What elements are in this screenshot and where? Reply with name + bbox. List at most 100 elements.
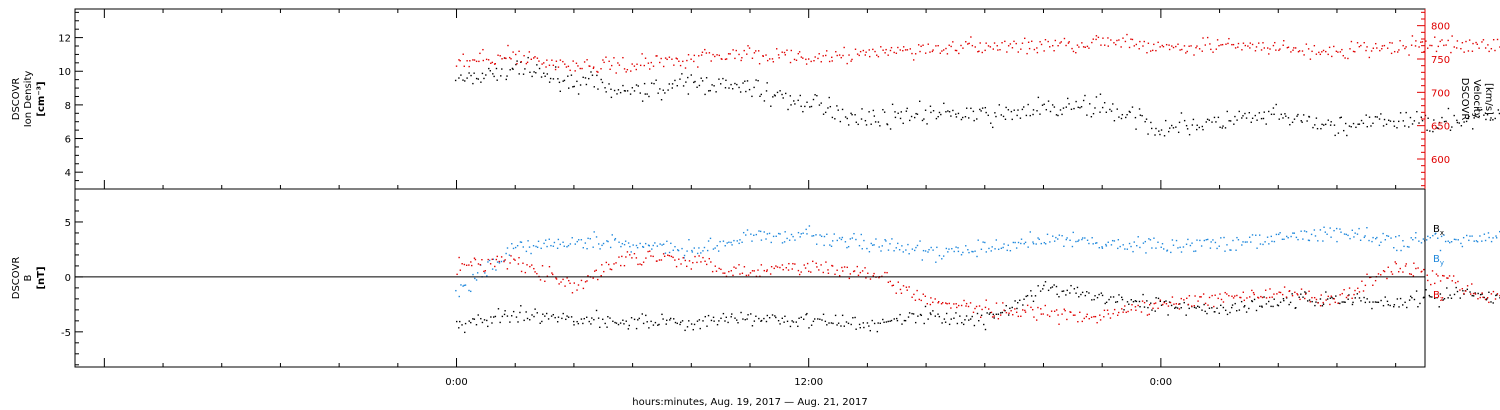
data-point — [1329, 303, 1331, 306]
data-point — [1222, 301, 1225, 303]
data-point — [873, 115, 876, 117]
data-point — [629, 93, 632, 95]
data-point — [1217, 116, 1220, 119]
data-point — [593, 86, 595, 88]
data-point — [1188, 45, 1190, 47]
data-point — [1244, 305, 1246, 307]
data-point — [978, 305, 981, 307]
data-point — [1200, 296, 1202, 298]
data-point — [1221, 43, 1224, 46]
data-point — [837, 109, 839, 111]
data-point — [1191, 305, 1193, 307]
data-point — [1251, 117, 1254, 119]
data-point — [1477, 298, 1479, 300]
data-point — [825, 54, 827, 57]
data-point — [1459, 289, 1461, 291]
data-point — [835, 51, 837, 53]
data-point — [598, 243, 600, 245]
data-point — [827, 272, 830, 274]
data-point — [897, 46, 899, 49]
data-point — [1439, 249, 1442, 252]
data-point — [687, 54, 690, 56]
data-point — [1466, 285, 1469, 287]
data-point — [533, 71, 535, 73]
data-point — [591, 74, 594, 76]
data-point — [1185, 52, 1187, 54]
data-point — [458, 256, 460, 259]
data-point — [1314, 235, 1317, 237]
data-point — [1462, 236, 1465, 239]
data-point — [1211, 121, 1213, 123]
data-point — [785, 92, 787, 95]
data-point — [1124, 305, 1126, 307]
data-point — [838, 237, 841, 239]
data-point — [679, 323, 681, 326]
data-point — [608, 60, 610, 63]
data-point — [733, 266, 735, 268]
data-point — [1168, 301, 1171, 303]
data-point — [941, 258, 943, 260]
data-point — [627, 328, 630, 330]
data-point — [1059, 42, 1061, 44]
data-point — [1274, 41, 1276, 44]
data-point — [753, 86, 755, 89]
data-point — [800, 271, 802, 273]
data-point — [930, 313, 932, 316]
data-point — [1084, 46, 1086, 48]
data-point — [1086, 239, 1089, 241]
data-point — [630, 251, 632, 253]
series-velocity-points — [455, 33, 1500, 74]
data-point — [964, 116, 967, 118]
data-point — [1456, 290, 1459, 293]
data-point — [916, 289, 918, 292]
data-point — [1200, 245, 1203, 247]
data-point — [1270, 113, 1273, 116]
data-point — [929, 303, 932, 306]
data-point — [992, 48, 994, 50]
data-point — [508, 56, 511, 59]
data-point — [861, 108, 863, 110]
data-point — [1188, 133, 1191, 136]
data-point — [1265, 123, 1267, 125]
data-point — [1476, 43, 1478, 45]
data-point — [592, 246, 594, 248]
data-point — [1081, 291, 1084, 294]
data-point — [725, 79, 727, 82]
data-point — [834, 273, 836, 276]
data-point — [844, 241, 847, 243]
data-point — [1128, 303, 1130, 305]
data-point — [1075, 100, 1077, 103]
data-point — [1368, 239, 1370, 242]
data-point — [1057, 45, 1059, 47]
data-point — [990, 250, 992, 252]
data-point — [1110, 39, 1112, 41]
data-point — [1356, 293, 1359, 295]
data-point — [904, 49, 907, 51]
data-point — [1285, 297, 1288, 299]
data-point — [699, 327, 701, 330]
data-point — [970, 107, 972, 110]
data-point — [1423, 50, 1425, 53]
data-point — [611, 64, 613, 67]
data-point — [1193, 306, 1196, 309]
data-point — [1375, 42, 1377, 45]
data-point — [911, 312, 913, 315]
data-point — [694, 255, 696, 258]
data-point — [962, 323, 965, 326]
top-panel-frame — [74, 8, 1426, 190]
data-point — [696, 252, 699, 255]
data-point — [816, 243, 818, 245]
data-point — [1090, 316, 1093, 318]
data-point — [1366, 298, 1368, 300]
data-point — [990, 122, 992, 124]
data-point — [1110, 296, 1112, 298]
data-point — [1064, 309, 1066, 312]
data-point — [921, 259, 923, 261]
data-point — [1319, 229, 1322, 231]
data-point — [1496, 293, 1499, 295]
data-point — [849, 238, 852, 240]
data-point — [945, 302, 947, 304]
data-point — [615, 262, 617, 264]
data-point — [531, 314, 533, 316]
data-point — [573, 324, 575, 326]
